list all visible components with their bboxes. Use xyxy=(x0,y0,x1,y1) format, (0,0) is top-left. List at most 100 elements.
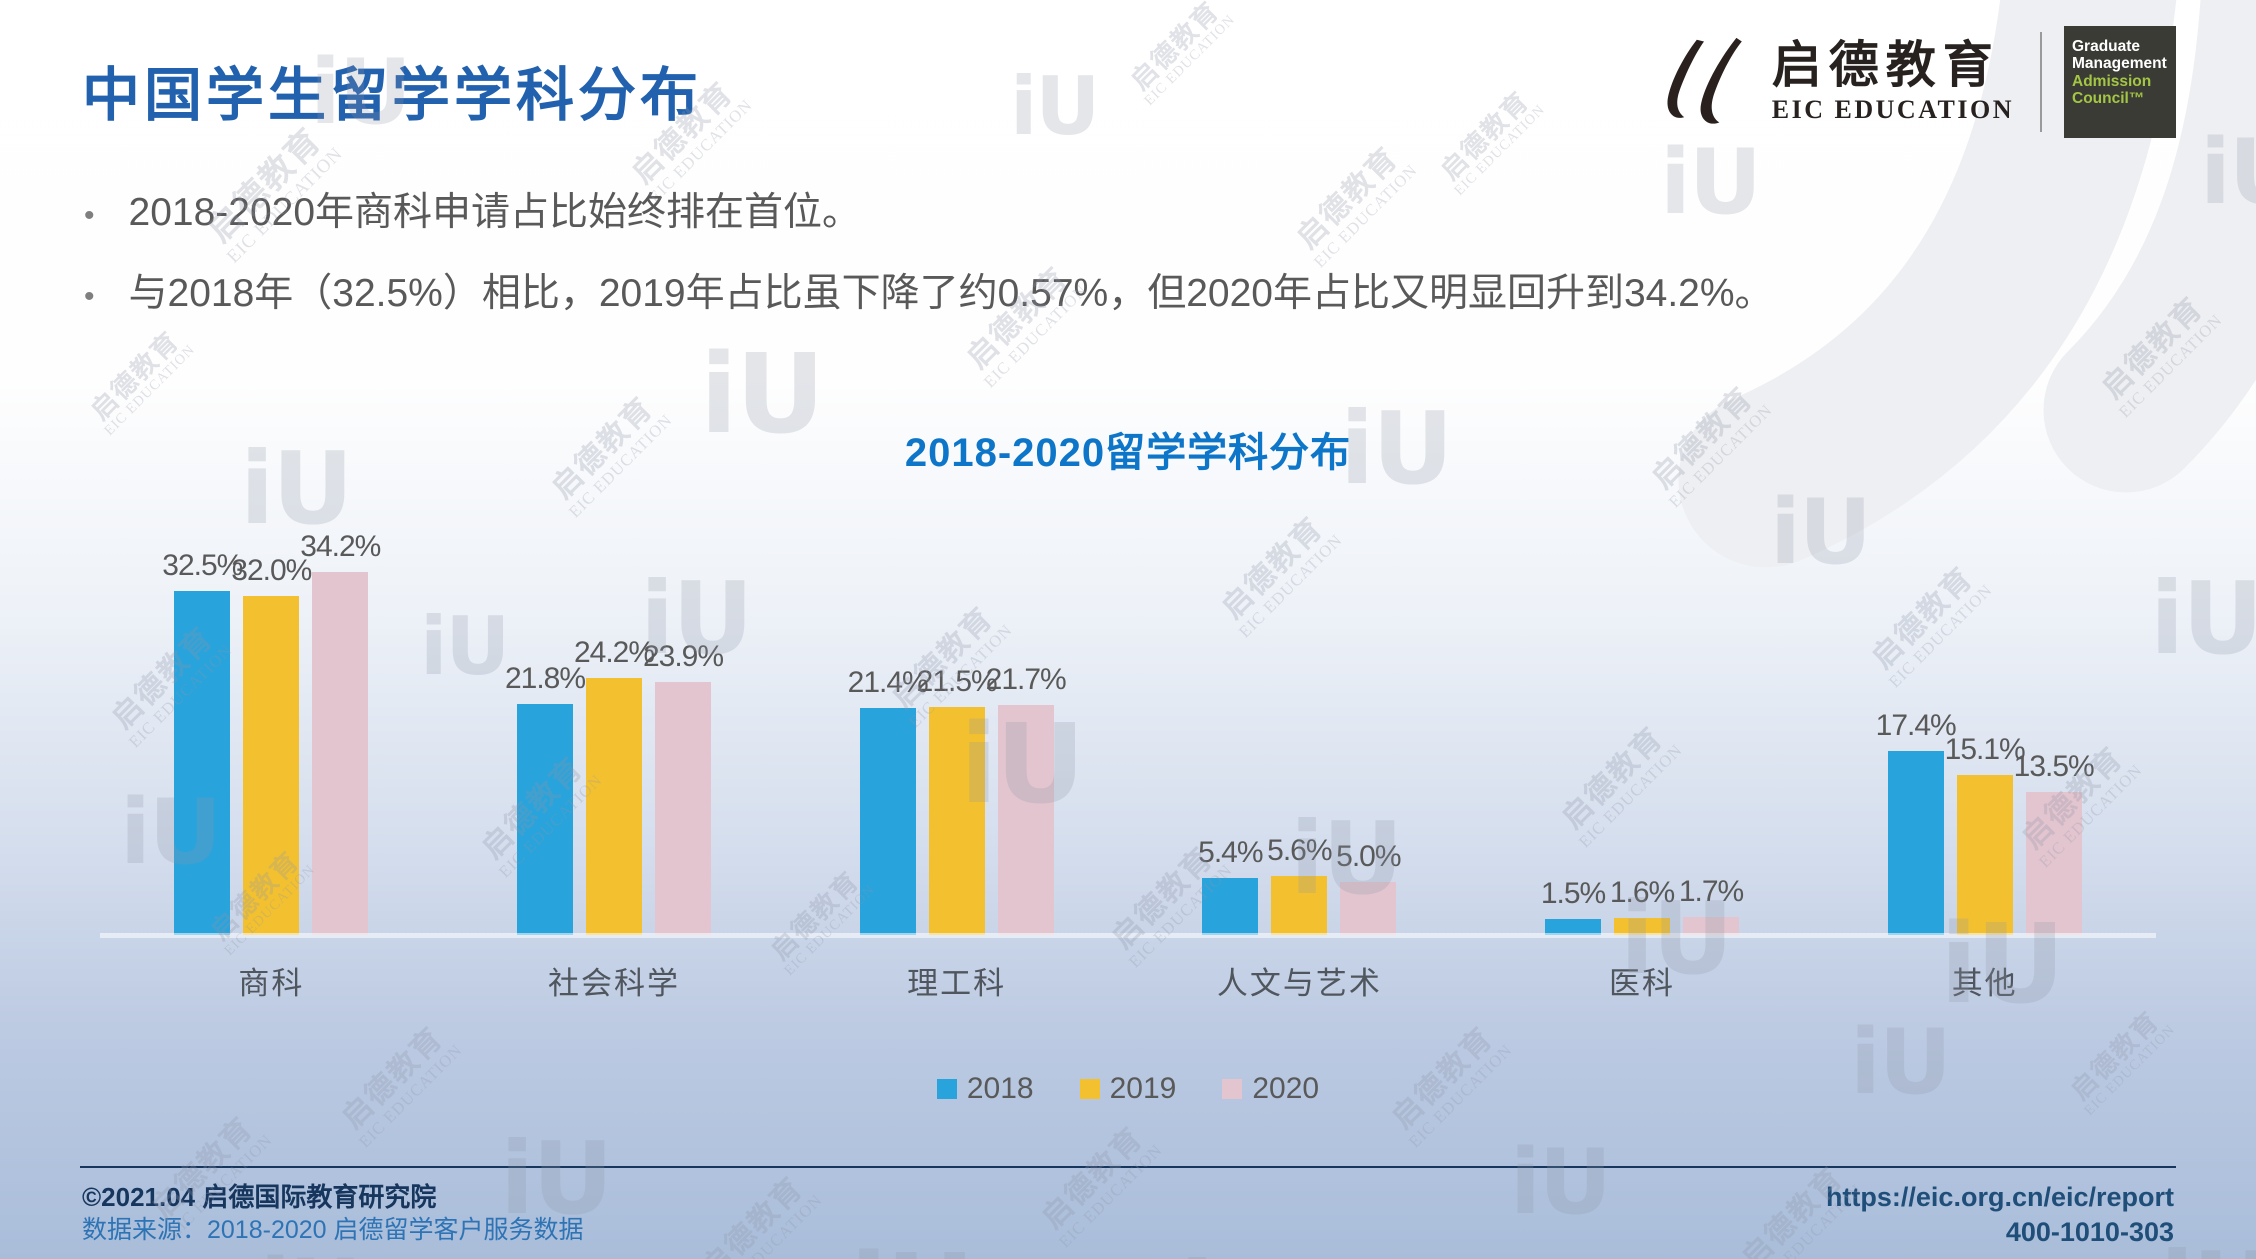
category-axis: 商科 社会科学 理工科 人文与艺术 医科 其他 xyxy=(100,958,2156,1003)
bar-wrap: 24.2% xyxy=(574,636,655,935)
report-url: https://eic.org.cn/eic/report xyxy=(1825,1182,2174,1212)
legend-label: 2020 xyxy=(1252,1072,1320,1105)
gmac-line: Management xyxy=(2072,55,2167,73)
footer-left: ©2021.04 启德国际教育研究院 数据来源：2018-2020 启德留学客户… xyxy=(82,1180,584,1247)
bullet-item: • 2018-2020年商科申请占比始终排在首位。 xyxy=(84,190,1774,237)
data-label-理工科-2018: 21.4% xyxy=(847,666,929,700)
bar-chart: 32.5% 32.0% 34.2% 21.8% 24.2% 23.9% 21.4% 21.5%… xyxy=(100,525,2156,935)
bullet-text: 2018-2020年商科申请占比始终排在首位。 xyxy=(128,191,862,234)
legend-swatch-2020 xyxy=(1222,1079,1243,1099)
legend-item-2020: 2020 xyxy=(1222,1072,1319,1106)
bar-医科-2018 xyxy=(1545,919,1602,935)
bar-其他-2019 xyxy=(1956,774,2013,935)
eic-logo: 启德教育 EIC EDUCATION Graduate Management A… xyxy=(1650,26,2176,138)
legend-swatch-2018 xyxy=(936,1079,957,1099)
bar-wrap: 21.4% xyxy=(848,666,929,935)
gmac-line: Council™ xyxy=(2072,90,2145,108)
legend-label: 2018 xyxy=(966,1072,1034,1105)
bar-医科-2019 xyxy=(1614,918,1671,935)
data-label-人文与艺术-2019: 5.6% xyxy=(1267,833,1332,867)
bar-wrap: 1.6% xyxy=(1610,876,1675,935)
bar-社会科学-2019 xyxy=(586,678,642,935)
data-label-其他-2020: 13.5% xyxy=(2013,749,2095,783)
legend-label: 2019 xyxy=(1109,1072,1177,1105)
category-label-其他: 其他 xyxy=(1951,966,2018,1001)
bar-人文与艺术-2020 xyxy=(1340,882,1397,935)
data-label-人文与艺术-2018: 5.4% xyxy=(1198,835,1263,869)
data-label-医科-2019: 1.6% xyxy=(1609,876,1675,910)
eic-logo-icon xyxy=(1667,37,1742,124)
bar-其他-2018 xyxy=(1887,750,1944,935)
chart-legend: 2018 2019 2020 xyxy=(0,1072,2256,1106)
chart-baseline xyxy=(100,933,2156,938)
bar-wrap: 21.5% xyxy=(917,665,998,935)
eic-logo-cn: 启德教育 xyxy=(1771,36,2000,93)
bar-商科-2019 xyxy=(243,595,300,935)
bar-人文与艺术-2018 xyxy=(1202,877,1259,935)
legend-item-2018: 2018 xyxy=(936,1072,1034,1106)
gmac-line: Admission xyxy=(2072,72,2152,90)
bullet-dot: • xyxy=(84,199,95,232)
phone-number: 400-1010-303 xyxy=(2005,1217,2174,1248)
bar-社会科学-2018 xyxy=(517,703,573,935)
bar-wrap: 21.7% xyxy=(986,663,1067,935)
summary-bullets: • 2018-2020年商科申请占比始终排在首位。 • 与2018年（32.5%）相… xyxy=(84,190,1774,352)
legend-swatch-2019 xyxy=(1079,1079,1100,1099)
bar-wrap: 5.0% xyxy=(1336,840,1402,935)
data-label-商科-2019: 32.0% xyxy=(231,553,312,587)
category-label-社会科学: 社会科学 xyxy=(548,966,680,1001)
data-label-医科-2018: 1.5% xyxy=(1540,877,1606,911)
bar-wrap: 5.6% xyxy=(1267,834,1333,935)
data-label-其他-2019: 15.1% xyxy=(1944,732,2026,766)
bar-wrap: 13.5% xyxy=(2014,750,2095,935)
bar-wrap: 5.4% xyxy=(1198,836,1264,935)
legend-item-2019: 2019 xyxy=(1079,1072,1177,1106)
category-label-医科: 医科 xyxy=(1609,966,1676,1001)
bullet-text: 与2018年（32.5%）相比，2019年占比虽下降了约0.57%，但2020年… xyxy=(128,271,1774,315)
data-label-其他-2018: 17.4% xyxy=(1875,708,1957,742)
bar-理工科-2020 xyxy=(997,704,1054,935)
bar-商科-2018 xyxy=(174,590,231,935)
bar-wrap: 34.2% xyxy=(300,530,381,935)
data-label-社会科学-2020: 23.9% xyxy=(642,639,724,673)
watermark-logo-mark: iU xyxy=(1180,1240,1293,1259)
eic-logo-text: 启德教育 EIC EDUCATION xyxy=(1772,39,2014,126)
bar-group-理工科: 21.4% 21.5% 21.7% xyxy=(785,663,1128,935)
data-label-社会科学-2019: 24.2% xyxy=(573,636,655,670)
bar-人文与艺术-2019 xyxy=(1271,875,1328,935)
bar-医科-2020 xyxy=(1683,916,1740,935)
logo-divider xyxy=(2040,32,2042,132)
watermark-text: 启德教育 EIC EDUCATION xyxy=(1124,0,1239,110)
gmac-badge: Graduate Management Admission Council™ xyxy=(2064,26,2176,138)
watermark-text: 启德教育 EIC EDUCATION xyxy=(695,1171,826,1259)
bar-其他-2020 xyxy=(2025,791,2082,935)
category-label-理工科: 理工科 xyxy=(907,966,1007,1001)
data-label-社会科学-2018: 21.8% xyxy=(504,661,586,695)
bar-wrap: 32.5% xyxy=(162,549,243,935)
data-source-text: 数据来源：2018-2020 启德留学客户服务数据 xyxy=(82,1216,584,1245)
data-label-商科-2018: 32.5% xyxy=(162,548,243,582)
bar-wrap: 17.4% xyxy=(1876,709,1957,935)
bar-wrap: 15.1% xyxy=(1945,733,2026,935)
footer-right: https://eic.org.cn/eic/report 400-1010-3… xyxy=(1826,1180,2174,1250)
bar-理工科-2019 xyxy=(928,707,985,935)
bar-group-其他: 17.4% 15.1% 13.5% xyxy=(1813,709,2156,935)
data-label-商科-2020: 34.2% xyxy=(300,530,381,564)
bar-wrap: 21.8% xyxy=(505,662,586,935)
bar-社会科学-2020 xyxy=(655,681,711,935)
data-label-人文与艺术-2020: 5.0% xyxy=(1336,840,1401,873)
bar-group-社会科学: 21.8% 24.2% 23.9% xyxy=(443,636,786,935)
bar-wrap: 32.0% xyxy=(231,554,312,935)
eic-logo-en: EIC EDUCATION xyxy=(1771,95,2014,125)
watermark-logo-mark: iU xyxy=(1010,60,1100,153)
bar-wrap: 1.7% xyxy=(1679,875,1744,935)
background-swoosh xyxy=(1678,0,2256,568)
chart-title: 2018-2020留学学科分布 xyxy=(904,431,1352,475)
bar-group-人文与艺术: 5.4% 5.6% 5.0% xyxy=(1128,834,1471,935)
watermark-logo-mark: iU xyxy=(850,1230,975,1259)
data-label-理工科-2020: 21.7% xyxy=(985,662,1067,696)
bullet-item: • 与2018年（32.5%）相比，2019年占比虽下降了约0.57%，但2020… xyxy=(84,271,1774,318)
category-label-商科: 商科 xyxy=(238,966,305,1001)
watermark-logo-mark: iU xyxy=(1510,1130,1612,1235)
